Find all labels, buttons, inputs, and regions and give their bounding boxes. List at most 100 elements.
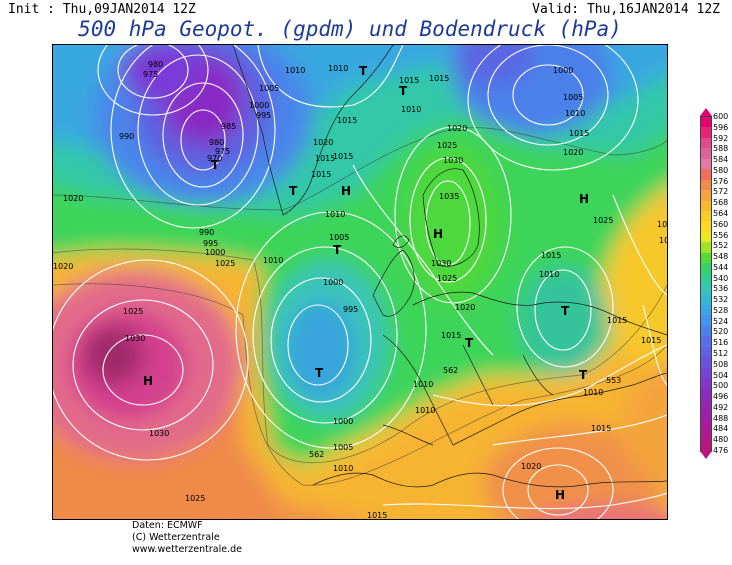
scale-cell [701, 430, 711, 441]
isobar-label: 980 [148, 60, 163, 69]
scale-tick-label: 504 [713, 370, 729, 380]
isobar-label: 1015 [315, 154, 335, 163]
scale-top-arrow [700, 108, 712, 116]
isobar-label: 1020 [447, 124, 467, 133]
scale-tick-label: 560 [713, 219, 729, 229]
scale-tick-label: 484 [713, 424, 729, 434]
scale-cell [701, 179, 711, 191]
scale-cell [701, 169, 711, 180]
isobar-label: 1000 [333, 417, 353, 426]
scale-cell [701, 357, 711, 368]
isobar-label: 1030 [431, 259, 451, 268]
isobar-label: 1025 [437, 141, 457, 150]
scale-cell [701, 127, 711, 138]
isobar-label: 1010 [263, 256, 283, 265]
color-scale [700, 116, 712, 452]
surface-isobars [53, 45, 667, 519]
credit-source: Daten: ECMWF [132, 520, 203, 531]
isobar-label: 1015 [659, 236, 667, 245]
scale-tick-label: 524 [713, 316, 729, 326]
scale-bottom-arrow [700, 451, 712, 459]
scale-tick-label: 572 [713, 187, 729, 197]
scale-tick-label: 500 [713, 381, 729, 391]
isobar-label: 1015 [569, 129, 589, 138]
scale-tick-label: 596 [713, 122, 729, 132]
isobar-label: 975 [215, 147, 230, 156]
isobar-label: 1020 [563, 148, 583, 157]
forecast-map: 980 975 985 980 975 970 990 1000 995 1005 1010 1010… [52, 44, 668, 520]
isobar-label: 1020 [63, 194, 83, 203]
low-pressure-marker: T [211, 158, 220, 172]
isobar-label: 1030 [125, 334, 145, 343]
scale-cell [701, 409, 711, 420]
isobar-label: 1015 [591, 424, 611, 433]
scale-tick-label: 492 [713, 402, 729, 412]
isobar-label: 1015 [641, 336, 661, 345]
scale-cell [701, 325, 711, 337]
scale-cell [701, 315, 711, 326]
scale-cell [701, 158, 711, 170]
isobar-label: 990 [199, 228, 214, 237]
isobar-label: 553 [606, 376, 621, 385]
scale-tick-label: 564 [713, 208, 729, 218]
low-pressure-marker: T [561, 304, 570, 318]
scale-tick-label: 508 [713, 359, 729, 369]
scale-cell [701, 367, 711, 378]
isobar-label: 1015 [429, 74, 449, 83]
isobar-label: 1010 [333, 464, 353, 473]
valid-time: Valid: Thu,16JAN2014 12Z [532, 2, 720, 17]
isobar-label: 1010 [415, 406, 435, 415]
scale-cell [701, 117, 711, 128]
scale-cell [701, 231, 711, 243]
isobar-label: 1010 [565, 109, 585, 118]
isobar-label: 1015 [367, 511, 387, 519]
low-pressure-marker: T [465, 336, 474, 350]
isobar-label: 1010 [328, 64, 348, 73]
scale-cell [701, 200, 711, 211]
isobar-label: 995 [203, 239, 218, 248]
isobar-label: 1025 [215, 259, 235, 268]
scale-tick-label: 496 [713, 392, 729, 402]
scale-cell [701, 148, 711, 159]
isobar-label: 1025 [593, 216, 613, 225]
coastlines [232, 45, 667, 488]
init-time: Init : Thu,09JAN2014 12Z [8, 2, 196, 17]
isobar-label: 1010 [285, 66, 305, 75]
scale-cell [701, 190, 711, 201]
credit-copyright: (C) Wetterzentrale [132, 532, 220, 543]
scale-cell [701, 137, 711, 149]
scale-tick-label: 476 [713, 446, 729, 455]
isobar-label: 1005 [259, 84, 279, 93]
isobar-label: 1015 [399, 76, 419, 85]
scale-cell [701, 252, 711, 264]
isobar-label: 1030 [443, 156, 463, 165]
scale-tick-label: 592 [713, 133, 729, 143]
scale-tick-label: 576 [713, 176, 729, 186]
scale-cell [701, 388, 711, 399]
scale-tick-label: 528 [713, 305, 729, 315]
low-pressure-marker: T [579, 368, 588, 382]
scale-cell [701, 273, 711, 284]
high-pressure-marker: H [579, 192, 589, 206]
isobar-label: 990 [119, 132, 134, 141]
scale-cell [701, 210, 711, 222]
scale-cell [701, 263, 711, 274]
isobar-label: 1010 [401, 105, 421, 114]
map-title: 500 hPa Geopot. (gpdm) und Bodendruck (h… [78, 17, 622, 41]
isobar-label: 970 [207, 154, 222, 163]
isobar-label: 1025 [437, 274, 457, 283]
isobar-label: 985 [221, 122, 236, 131]
scale-tick-label: 480 [713, 435, 729, 445]
isobar-label: 1005 [329, 233, 349, 242]
credits: Daten: ECMWF (C) Wetterzentrale www.wett… [132, 520, 242, 556]
scale-cell [701, 398, 711, 410]
isobar-label: 1015 [441, 331, 461, 340]
scale-cell [701, 284, 711, 295]
isobar-label: 1025 [123, 307, 143, 316]
scale-cell [701, 419, 711, 431]
high-pressure-marker: H [341, 184, 351, 198]
isobar-label: 1020 [657, 220, 667, 229]
isobar-label: 1035 [439, 192, 459, 201]
